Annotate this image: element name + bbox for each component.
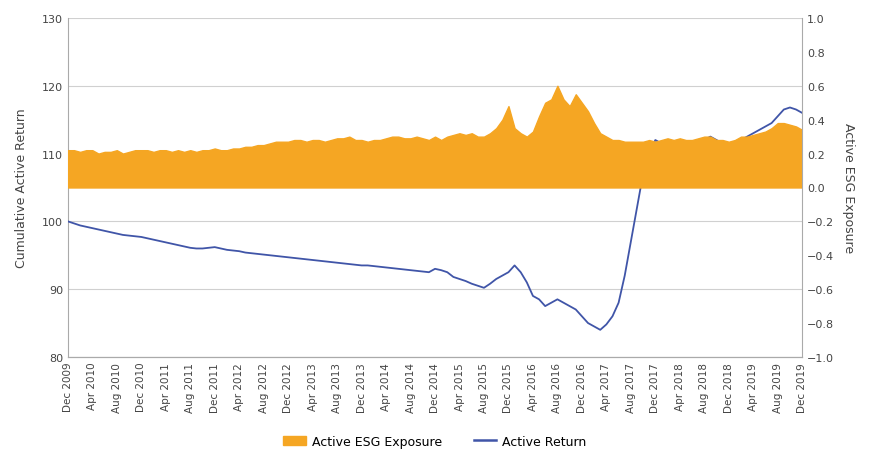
Y-axis label: Active ESG Exposure: Active ESG Exposure [841, 123, 854, 253]
Legend: Active ESG Exposure, Active Return: Active ESG Exposure, Active Return [278, 430, 591, 453]
Y-axis label: Cumulative Active Return: Cumulative Active Return [15, 108, 28, 268]
